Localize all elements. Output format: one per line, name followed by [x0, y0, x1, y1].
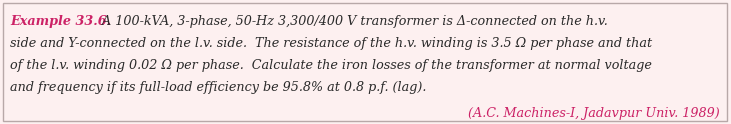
Text: Example 33.6.: Example 33.6. — [10, 15, 111, 28]
Text: side and Y-connected on the l.v. side.  The resistance of the h.v. winding is 3.: side and Y-connected on the l.v. side. T… — [10, 37, 652, 50]
Text: of the l.v. winding 0.02 Ω per phase.  Calculate the iron losses of the transfor: of the l.v. winding 0.02 Ω per phase. Ca… — [10, 59, 652, 72]
Text: A 100-kVA, 3-phase, 50-Hz 3,300/400 V transformer is Δ-connected on the h.v.: A 100-kVA, 3-phase, 50-Hz 3,300/400 V tr… — [98, 15, 607, 28]
Text: (A.C. Machines-I, Jadavpur Univ. 1989): (A.C. Machines-I, Jadavpur Univ. 1989) — [469, 107, 720, 120]
FancyBboxPatch shape — [3, 3, 727, 121]
Text: and frequency if its full-load efficiency be 95.8% at 0.8 p.f. (lag).: and frequency if its full-load efficienc… — [10, 81, 426, 94]
